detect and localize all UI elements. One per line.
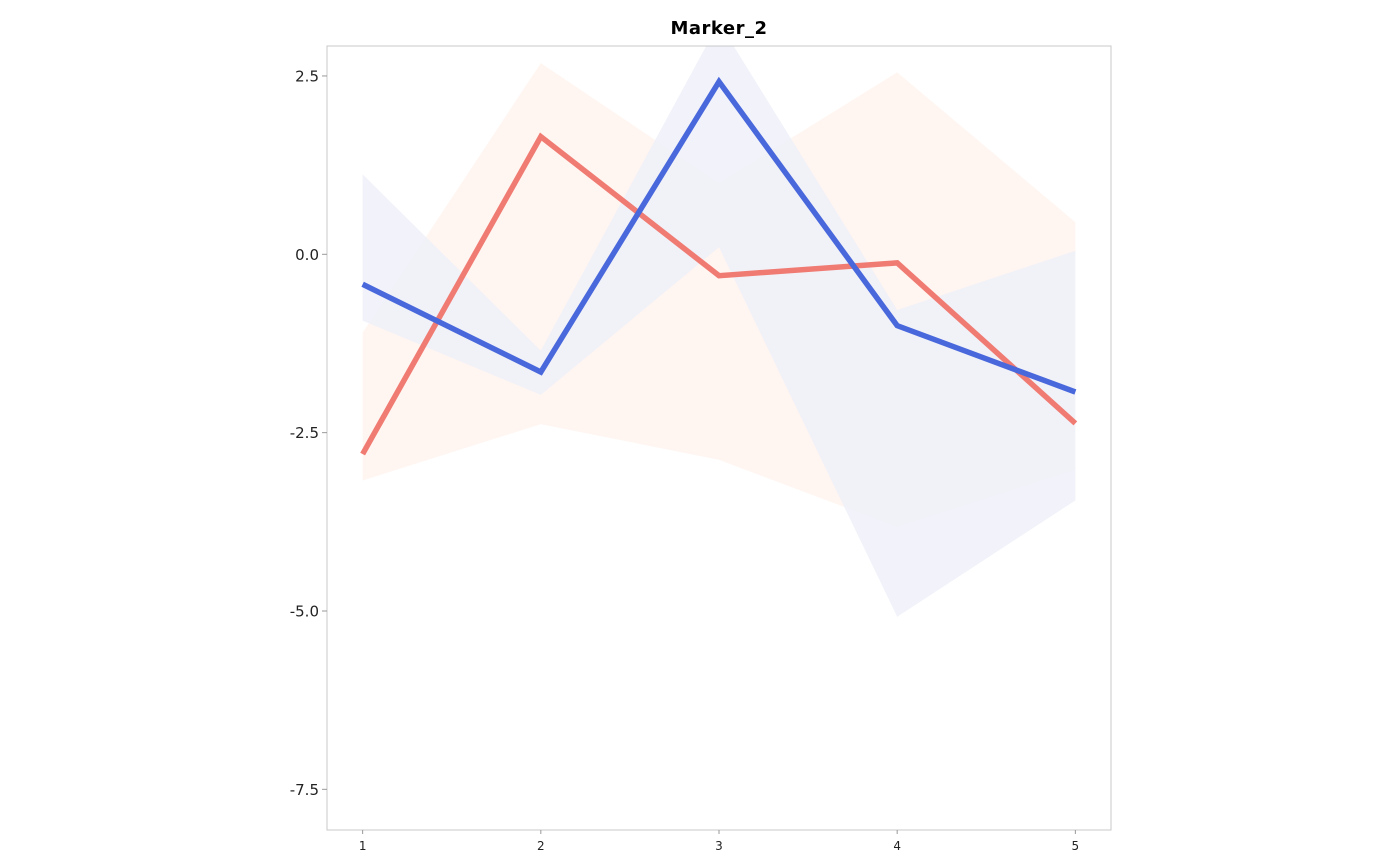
chart-title: Marker_2: [670, 18, 767, 39]
y-axis: 2.5 0.0 -2.5 -5.0 -7.5: [290, 67, 327, 799]
confidence-bands: [362, 46, 1076, 617]
x-tick-label: 2: [537, 839, 545, 853]
y-tick-label: -5.0: [290, 602, 319, 620]
x-tick-label: 5: [1072, 839, 1080, 853]
x-tick-label: 1: [359, 839, 367, 853]
series-lines: [360, 76, 1078, 456]
x-tick-label: 3: [715, 839, 723, 853]
y-tick-label: 0.0: [295, 246, 319, 264]
x-axis: 1 2 3 4 5: [359, 830, 1079, 853]
y-tick-label: -7.5: [290, 781, 319, 799]
series-1-line: [360, 132, 1078, 456]
series-2-line: [361, 76, 1077, 395]
x-tick-label: 4: [893, 839, 901, 853]
y-tick-label: -2.5: [290, 424, 319, 442]
y-tick-label: 2.5: [295, 67, 319, 85]
series-2-band: [362, 46, 1076, 617]
